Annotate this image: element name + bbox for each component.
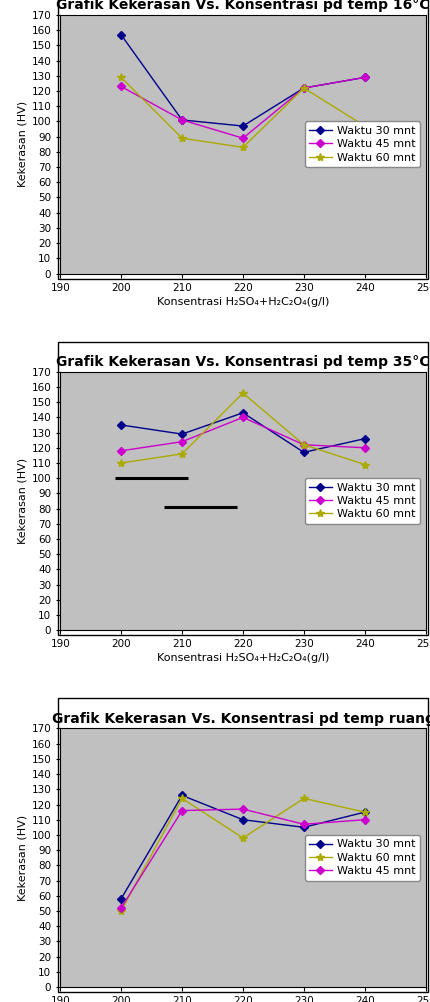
Title: Grafik Kekerasan Vs. Konsentrasi pd temp ruang: Grafik Kekerasan Vs. Konsentrasi pd temp… [52,711,430,725]
Waktu 60 mnt [362,806,367,818]
Waktu 30 mnt [119,893,124,905]
Waktu 60 mnt [240,387,246,399]
Waktu 45 mnt [362,442,367,454]
Y-axis label: Kekerasan (HV): Kekerasan (HV) [17,101,27,187]
Waktu 30 mnt [301,446,307,458]
Waktu 60 mnt [240,141,246,153]
Waktu 45 mnt [119,445,124,457]
Y-axis label: Kekerasan (HV): Kekerasan (HV) [17,815,27,901]
Waktu 30 mnt [301,82,307,94]
Waktu 30 mnt [179,428,184,440]
Title: Grafik Kekerasan Vs. Konsentrasi pd temp 16°C: Grafik Kekerasan Vs. Konsentrasi pd temp… [56,0,430,12]
X-axis label: Konsentrasi H₂SO₄+H₂C₂O₄(g/l): Konsentrasi H₂SO₄+H₂C₂O₄(g/l) [157,653,329,663]
Legend: Waktu 30 mnt, Waktu 45 mnt, Waktu 60 mnt: Waktu 30 mnt, Waktu 45 mnt, Waktu 60 mnt [305,478,420,524]
Waktu 45 mnt [362,71,367,83]
Line: Waktu 60 mnt: Waktu 60 mnt [117,389,369,469]
Waktu 45 mnt [179,436,184,448]
Waktu 45 mnt [362,814,367,826]
Line: Waktu 45 mnt: Waktu 45 mnt [118,74,368,141]
Waktu 30 mnt [179,790,184,802]
Waktu 60 mnt [362,120,367,132]
Waktu 60 mnt [301,439,307,451]
Waktu 45 mnt [301,82,307,94]
Waktu 60 mnt [119,457,124,469]
Waktu 45 mnt [301,819,307,831]
Waktu 60 mnt [240,832,246,844]
Waktu 45 mnt [119,902,124,914]
Waktu 60 mnt [119,71,124,83]
X-axis label: Konsentrasi H₂SO₄+H₂C₂O₄(g/l): Konsentrasi H₂SO₄+H₂C₂O₄(g/l) [157,297,329,307]
Waktu 45 mnt [179,805,184,817]
Waktu 45 mnt [179,114,184,126]
Waktu 45 mnt [119,80,124,92]
Waktu 30 mnt [119,419,124,431]
Waktu 30 mnt [362,71,367,83]
Line: Waktu 60 mnt: Waktu 60 mnt [117,73,369,151]
Waktu 30 mnt [362,433,367,445]
Waktu 60 mnt [362,459,367,471]
Waktu 60 mnt [301,793,307,805]
Waktu 60 mnt [179,132,184,144]
Waktu 45 mnt [240,132,246,144]
Waktu 45 mnt [240,803,246,815]
Waktu 30 mnt [240,814,246,826]
Line: Waktu 45 mnt: Waktu 45 mnt [118,415,368,454]
Waktu 45 mnt [240,412,246,424]
Waktu 30 mnt [240,407,246,419]
Y-axis label: Kekerasan (HV): Kekerasan (HV) [17,458,27,544]
Waktu 45 mnt [301,439,307,451]
Waktu 30 mnt [119,29,124,41]
Waktu 30 mnt [240,120,246,132]
Line: Waktu 45 mnt: Waktu 45 mnt [118,807,368,911]
Legend: Waktu 30 mnt, Waktu 60 mnt, Waktu 45 mnt: Waktu 30 mnt, Waktu 60 mnt, Waktu 45 mnt [305,835,420,881]
Title: Grafik Kekerasan Vs. Konsentrasi pd temp 35°C: Grafik Kekerasan Vs. Konsentrasi pd temp… [56,355,430,369]
Waktu 30 mnt [179,114,184,126]
Waktu 60 mnt [301,82,307,94]
Waktu 30 mnt [301,822,307,834]
Line: Waktu 30 mnt: Waktu 30 mnt [118,793,368,902]
Line: Waktu 60 mnt: Waktu 60 mnt [117,795,369,915]
Line: Waktu 30 mnt: Waktu 30 mnt [118,32,368,129]
Legend: Waktu 30 mnt, Waktu 45 mnt, Waktu 60 mnt: Waktu 30 mnt, Waktu 45 mnt, Waktu 60 mnt [305,121,420,167]
Waktu 60 mnt [119,905,124,917]
Waktu 30 mnt [362,806,367,818]
Waktu 60 mnt [179,793,184,805]
Waktu 60 mnt [179,448,184,460]
Line: Waktu 30 mnt: Waktu 30 mnt [118,410,368,455]
